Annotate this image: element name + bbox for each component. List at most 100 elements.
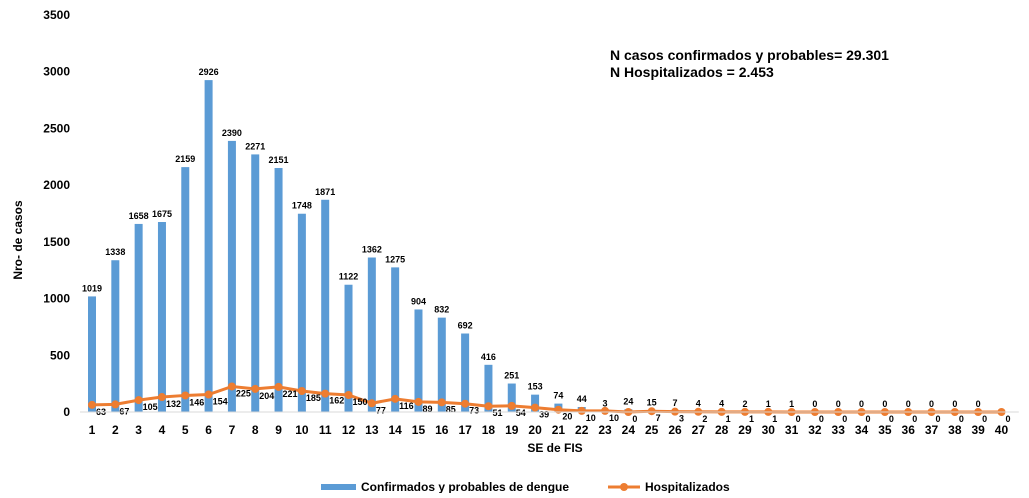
x-tick-label: 16 xyxy=(435,423,449,437)
line-point xyxy=(508,402,516,410)
x-tick-label: 27 xyxy=(692,423,706,437)
bar xyxy=(181,167,189,412)
bar-value-label: 251 xyxy=(504,371,519,381)
x-tick-label: 12 xyxy=(342,423,356,437)
bar-value-label: 15 xyxy=(647,397,657,407)
y-tick-label: 2500 xyxy=(43,121,70,135)
line-value-label: 7 xyxy=(656,413,661,423)
bar xyxy=(438,318,446,412)
x-tick-label: 37 xyxy=(925,423,939,437)
bar-value-label: 0 xyxy=(812,399,817,409)
x-tick-label: 13 xyxy=(365,423,379,437)
x-tick-label: 38 xyxy=(948,423,962,437)
x-tick-label: 11 xyxy=(319,423,332,437)
bar-value-label: 0 xyxy=(859,399,864,409)
bar-value-label: 0 xyxy=(976,399,981,409)
line-point xyxy=(648,407,656,415)
bar-value-label: 1122 xyxy=(339,272,359,282)
line-value-label: 204 xyxy=(259,391,274,401)
line-value-label: 154 xyxy=(213,397,228,407)
bar-value-label: 2 xyxy=(742,399,747,409)
bar xyxy=(228,141,236,412)
bar xyxy=(298,214,306,412)
line-value-label: 146 xyxy=(189,397,204,407)
bar-value-label: 44 xyxy=(577,394,587,404)
line-point xyxy=(414,398,422,406)
bar-value-label: 1019 xyxy=(82,283,102,293)
bar-value-label: 1748 xyxy=(292,201,312,211)
bar-value-label: 153 xyxy=(528,382,543,392)
y-tick-label: 1000 xyxy=(43,292,70,306)
line-point xyxy=(135,396,143,404)
bar-value-label: 24 xyxy=(623,396,633,406)
line-value-label: 105 xyxy=(143,402,158,412)
bar-value-label: 832 xyxy=(434,305,449,315)
line-value-label: 10 xyxy=(586,413,596,423)
x-tick-label: 33 xyxy=(832,423,846,437)
bar-value-label: 2390 xyxy=(222,128,242,138)
x-tick-label: 20 xyxy=(528,423,542,437)
bar xyxy=(158,222,166,412)
bar-value-label: 1675 xyxy=(152,209,172,219)
x-tick-label: 39 xyxy=(971,423,985,437)
x-tick-label: 15 xyxy=(412,423,426,437)
legend-label-confirmados: Confirmados y probables de dengue xyxy=(361,480,569,493)
x-tick-label: 23 xyxy=(598,423,612,437)
line-point xyxy=(438,398,446,406)
line-point xyxy=(88,401,96,409)
bar xyxy=(88,296,96,412)
line-value-label: 221 xyxy=(283,389,298,399)
line-point xyxy=(368,399,376,407)
line-value-label: 85 xyxy=(446,404,456,414)
bar-series-confirmados xyxy=(88,80,796,412)
line-point xyxy=(601,407,609,415)
line-value-label: 73 xyxy=(469,406,479,416)
x-tick-label: 9 xyxy=(275,423,282,437)
line-value-label: 10 xyxy=(609,413,619,423)
x-tick-label: 30 xyxy=(762,423,776,437)
line-point xyxy=(345,391,353,399)
x-tick-label: 25 xyxy=(645,423,659,437)
bar-value-label: 2159 xyxy=(175,154,195,164)
line-value-label: 51 xyxy=(492,408,502,418)
bar-value-label: 1658 xyxy=(129,211,149,221)
bar-value-label: 74 xyxy=(553,391,563,401)
line-point xyxy=(461,400,469,408)
line-value-label: 54 xyxy=(516,408,526,418)
bar-value-label: 0 xyxy=(882,399,887,409)
bar xyxy=(321,200,329,412)
bar-value-label: 1338 xyxy=(105,247,125,257)
line-point xyxy=(251,385,259,393)
bar-value-label: 1275 xyxy=(385,254,405,264)
bar-value-label: 2926 xyxy=(199,67,219,77)
y-tick-label: 3500 xyxy=(43,8,70,22)
x-tick-label: 18 xyxy=(482,423,496,437)
line-point xyxy=(531,404,539,412)
bar-value-label: 4 xyxy=(719,399,724,409)
bar-value-label: 0 xyxy=(929,399,934,409)
bar-value-label: 416 xyxy=(481,352,496,362)
line-point xyxy=(298,387,306,395)
line-value-label: 39 xyxy=(539,410,549,420)
bar xyxy=(135,224,143,412)
x-tick-label: 21 xyxy=(552,423,566,437)
bar-value-label: 0 xyxy=(836,399,841,409)
x-tick-label: 26 xyxy=(668,423,682,437)
y-axis-title: Nro- de casos xyxy=(11,200,25,280)
x-tick-label: 19 xyxy=(505,423,519,437)
x-tick-label: 29 xyxy=(738,423,752,437)
line-point xyxy=(578,407,586,415)
x-tick-label: 4 xyxy=(159,423,166,437)
line-value-label: 225 xyxy=(236,388,251,398)
line-point xyxy=(275,383,283,391)
x-tick-label: 34 xyxy=(855,423,869,437)
x-tick-label: 40 xyxy=(995,423,1009,437)
x-tick-label: 28 xyxy=(715,423,729,437)
line-point xyxy=(554,406,562,414)
x-tick-label: 10 xyxy=(295,423,309,437)
line-point xyxy=(181,391,189,399)
x-tick-label: 2 xyxy=(112,423,119,437)
bar-value-label: 1362 xyxy=(362,245,382,255)
line-point xyxy=(111,400,119,408)
